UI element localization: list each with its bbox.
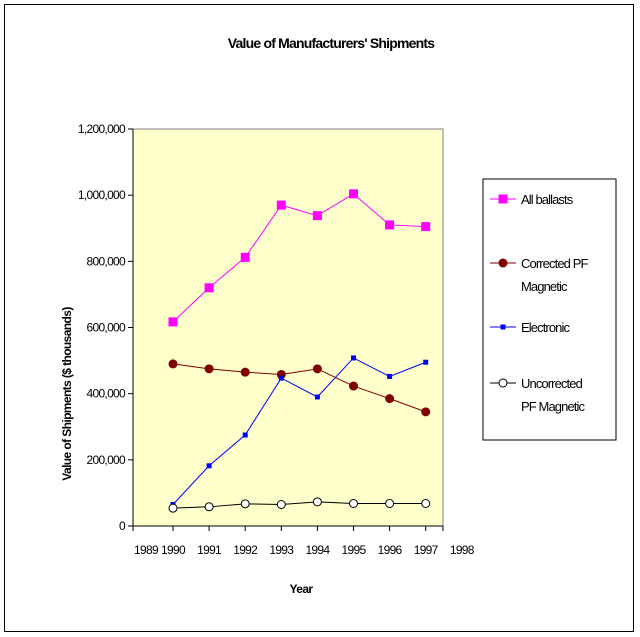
data-point bbox=[312, 211, 322, 221]
data-point bbox=[349, 381, 358, 391]
series-line bbox=[172, 193, 426, 323]
data-point bbox=[276, 200, 286, 210]
data-point bbox=[385, 499, 395, 509]
data-point bbox=[312, 364, 322, 374]
data-point bbox=[168, 503, 178, 513]
chart-title: Value of Manufacturers' Shipments bbox=[228, 35, 435, 51]
x-tick-label: 1998 bbox=[450, 543, 475, 557]
data-point bbox=[240, 252, 250, 262]
data-point bbox=[240, 499, 250, 509]
x-tick-label: 1994 bbox=[305, 543, 330, 557]
x-tick-label: 1996 bbox=[378, 543, 403, 557]
series-layer bbox=[168, 189, 431, 513]
x-tick-label: 1991 bbox=[197, 543, 222, 557]
data-point bbox=[168, 317, 178, 327]
series-3 bbox=[168, 497, 431, 513]
x-tick-label: 1997 bbox=[414, 543, 439, 557]
chart-svg: Value of Manufacturers' Shipments Year V… bbox=[60, 35, 617, 596]
data-point bbox=[240, 367, 250, 377]
y-tick-label: 600,000 bbox=[87, 321, 127, 335]
legend: All ballasts Corrected PF Magnetic Electron… bbox=[482, 178, 617, 441]
data-point bbox=[421, 222, 431, 232]
data-point bbox=[387, 373, 393, 379]
data-point bbox=[351, 355, 356, 361]
x-tick-label: 1992 bbox=[233, 543, 258, 557]
y-tick-label: 1,200,000 bbox=[78, 122, 126, 136]
x-tick-label: 1993 bbox=[269, 543, 294, 557]
y-tick-label: 400,000 bbox=[87, 387, 127, 401]
series-line bbox=[172, 357, 426, 505]
legend-label: Magnetic bbox=[521, 279, 568, 294]
data-point bbox=[168, 359, 178, 369]
data-point bbox=[349, 189, 358, 199]
legend-entry: Corrected PF Magnetic bbox=[490, 256, 589, 294]
data-point bbox=[276, 499, 286, 509]
legend-box bbox=[482, 178, 617, 441]
y-tick-label: 200,000 bbox=[87, 453, 127, 467]
chart-frame: Value of Manufacturers' Shipments Year V… bbox=[4, 4, 634, 632]
legend-entry: Electronic bbox=[490, 320, 571, 335]
data-point bbox=[242, 432, 248, 438]
legend-marker bbox=[498, 194, 508, 204]
data-point bbox=[204, 283, 214, 293]
series-0 bbox=[168, 189, 431, 327]
series-line bbox=[172, 501, 426, 509]
series-line bbox=[172, 363, 426, 413]
axes: 0 200,000 400,000 600,000 800,000 1,000,000 1,… bbox=[78, 122, 476, 557]
x-tick-label: 1990 bbox=[161, 543, 186, 557]
legend-marker bbox=[498, 258, 508, 268]
data-point bbox=[421, 407, 431, 417]
y-tick-label: 0 bbox=[119, 519, 126, 533]
data-point bbox=[204, 502, 214, 512]
legend-label: Uncorrected bbox=[521, 376, 583, 391]
data-point bbox=[421, 499, 431, 509]
y-tick-label: 800,000 bbox=[87, 254, 127, 268]
data-point bbox=[314, 394, 320, 400]
legend-entry: All ballasts bbox=[490, 192, 575, 207]
legend-label: PF Magnetic bbox=[521, 399, 585, 414]
legend-label: All ballasts bbox=[521, 192, 574, 207]
plot-area bbox=[132, 128, 444, 527]
legend-marker bbox=[498, 378, 508, 388]
x-axis-title: Year bbox=[290, 582, 314, 596]
x-tick-label: 1995 bbox=[342, 543, 367, 557]
legend-entry: Uncorrected PF Magnetic bbox=[490, 376, 586, 414]
data-point bbox=[312, 497, 322, 507]
data-point bbox=[206, 463, 212, 469]
y-tick-label: 1,000,000 bbox=[78, 188, 126, 202]
data-point bbox=[385, 220, 395, 230]
data-point bbox=[349, 499, 358, 509]
data-point bbox=[423, 359, 429, 365]
data-point bbox=[385, 394, 395, 404]
legend-label: Electronic bbox=[521, 320, 570, 335]
y-axis-title: Value of Shipments ($ thousands) bbox=[60, 307, 74, 481]
legend-label: Corrected PF bbox=[521, 256, 588, 271]
data-point bbox=[204, 364, 214, 374]
legend-marker bbox=[500, 324, 506, 330]
series-1 bbox=[168, 359, 431, 417]
x-tick-label: 1989 bbox=[134, 543, 159, 557]
data-point bbox=[278, 375, 284, 381]
